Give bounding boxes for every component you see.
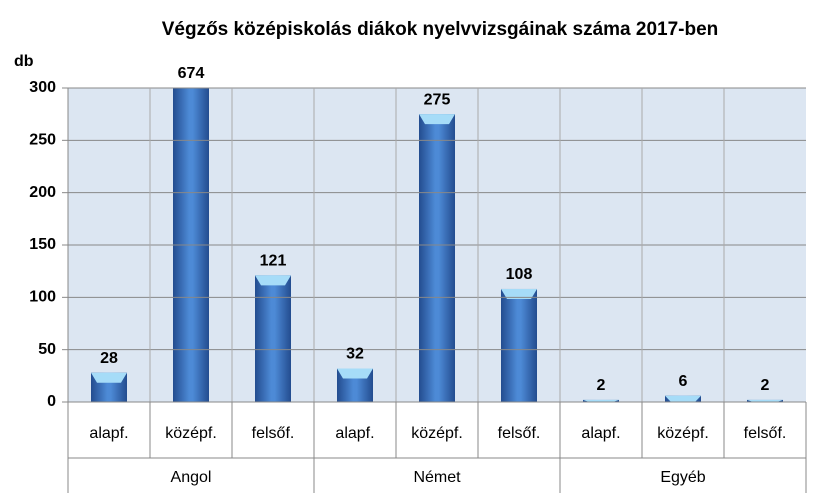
value-label: 108 (506, 266, 533, 283)
bar-cap (91, 372, 127, 383)
y-tick-label: 250 (29, 132, 56, 149)
bar-cap (419, 114, 455, 125)
y-tick-label: 50 (38, 341, 56, 358)
x-tick-label: alapf. (89, 425, 128, 442)
value-label: 28 (100, 350, 118, 367)
bar (501, 288, 537, 402)
bar-cap (583, 399, 619, 402)
y-axis-label: db (14, 53, 34, 70)
value-label: 2 (761, 377, 770, 394)
x-tick-label: felsőf. (744, 425, 787, 442)
y-tick-label: 150 (29, 236, 56, 253)
group-label: Angol (171, 469, 212, 486)
bar (255, 275, 291, 402)
value-label: 121 (260, 253, 287, 270)
y-tick-label: 300 (29, 79, 56, 96)
value-label: 2 (597, 377, 606, 394)
x-tick-label: alapf. (335, 425, 374, 442)
x-tick-label: felsőf. (252, 425, 295, 442)
x-tick-label: alapf. (581, 425, 620, 442)
bar (419, 114, 455, 402)
bar-cap (665, 395, 701, 402)
bar (173, 88, 209, 402)
value-label: 6 (679, 373, 688, 390)
bar-cap (255, 275, 291, 286)
y-tick-label: 0 (47, 393, 56, 410)
x-tick-label: középf. (657, 425, 709, 442)
y-tick-label: 100 (29, 289, 56, 306)
value-label: 275 (424, 91, 451, 108)
x-tick-label: középf. (411, 425, 463, 442)
value-label: 674 (178, 65, 205, 82)
group-label: Egyéb (660, 469, 705, 486)
group-label: Német (413, 469, 461, 486)
y-tick-label: 200 (29, 184, 56, 201)
x-tick-label: felsőf. (498, 425, 541, 442)
chart-title: Végzős középiskolás diákok nyelvvizsgáin… (162, 19, 719, 40)
bar-cap (501, 288, 537, 299)
x-tick-label: középf. (165, 425, 217, 442)
bar-cap (337, 368, 373, 379)
bar-cap (747, 399, 783, 402)
value-label: 32 (346, 346, 364, 363)
